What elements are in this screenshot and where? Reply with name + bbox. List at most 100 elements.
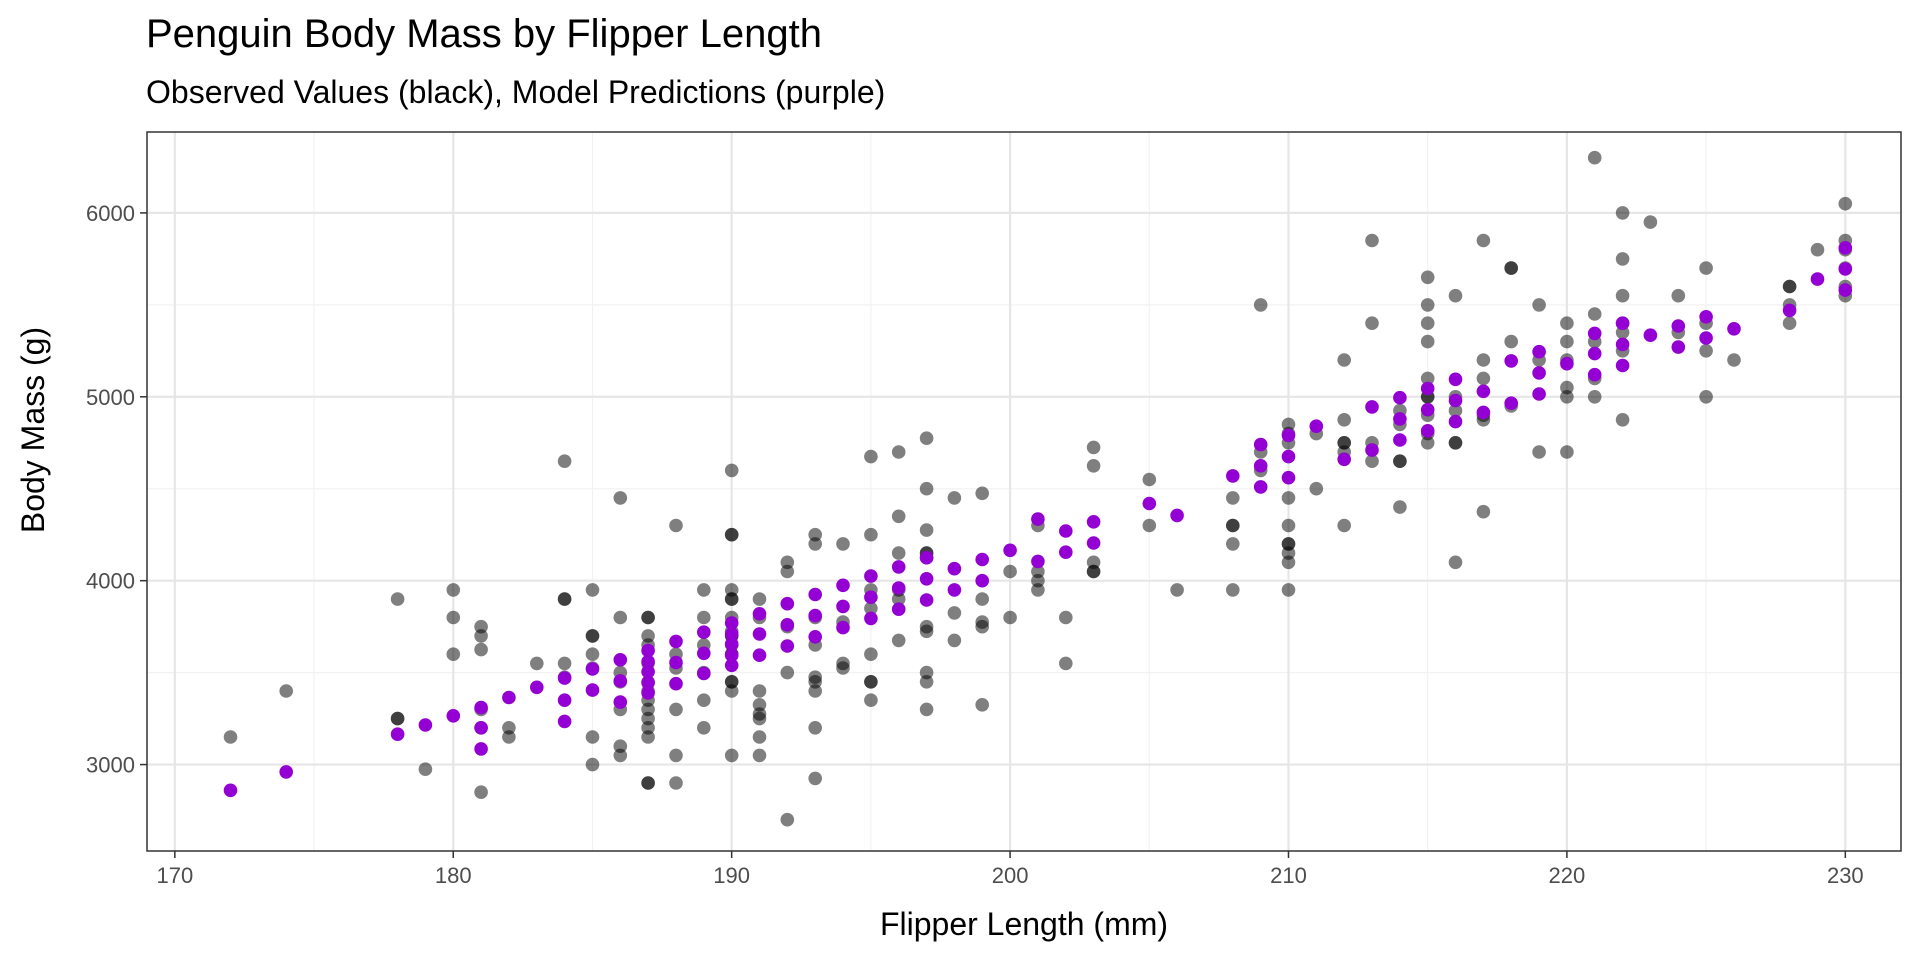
predicted-point xyxy=(1393,412,1407,426)
observed-point xyxy=(1003,564,1017,579)
predicted-point xyxy=(1532,366,1546,380)
predicted-point xyxy=(1393,390,1407,405)
observed-point xyxy=(1420,316,1435,331)
x-tick-label: 170 xyxy=(156,863,193,888)
observed-point xyxy=(1699,344,1713,358)
predicted-point xyxy=(808,587,822,602)
predicted-point xyxy=(1420,381,1435,396)
observed-point xyxy=(669,748,683,763)
observed-point xyxy=(1560,445,1574,459)
predicted-point xyxy=(864,611,878,626)
predicted-point xyxy=(724,627,739,641)
observed-point xyxy=(1810,242,1825,257)
observed-point xyxy=(1365,316,1379,331)
observed-point xyxy=(1782,316,1797,331)
observed-point xyxy=(1226,537,1240,551)
observed-point xyxy=(1309,481,1324,496)
predicted-point xyxy=(1253,480,1268,494)
predicted-point xyxy=(557,693,572,707)
predicted-point xyxy=(697,666,711,681)
y-tick-label: 3000 xyxy=(86,753,135,778)
predicted-point xyxy=(446,709,461,723)
predicted-point xyxy=(697,646,711,661)
observed-point xyxy=(1170,583,1184,597)
predicted-point xyxy=(752,648,767,662)
observed-point xyxy=(1281,491,1296,505)
observed-point xyxy=(780,564,795,579)
predicted-point xyxy=(752,627,767,641)
observed-point xyxy=(557,656,572,671)
predicted-point xyxy=(1587,326,1602,341)
observed-point xyxy=(724,463,739,478)
observed-point xyxy=(808,684,822,698)
observed-point xyxy=(1226,491,1240,505)
predicted-point xyxy=(641,654,655,669)
observed-point xyxy=(557,592,572,606)
observed-point xyxy=(1587,390,1602,404)
observed-point xyxy=(1727,353,1741,367)
observed-point xyxy=(585,647,600,661)
observed-point xyxy=(891,633,906,648)
predicted-point xyxy=(669,634,683,649)
predicted-point xyxy=(641,643,655,658)
observed-point xyxy=(864,601,878,616)
observed-point xyxy=(975,698,989,712)
grid xyxy=(147,132,1901,851)
predicted-point xyxy=(1086,536,1101,550)
x-tick-label: 190 xyxy=(713,863,750,888)
predicted-point xyxy=(1281,428,1296,443)
predicted-point xyxy=(502,690,516,705)
predicted-point xyxy=(808,630,822,644)
predicted-point xyxy=(669,676,683,691)
observed-point xyxy=(836,537,850,551)
data-points xyxy=(223,150,1853,827)
predicted-point xyxy=(223,783,238,798)
observed-point xyxy=(752,730,767,744)
observed-point xyxy=(613,610,628,625)
predicted-point xyxy=(975,552,989,567)
predicted-point xyxy=(1031,554,1045,569)
observed-point xyxy=(1448,436,1463,450)
x-tick-label: 230 xyxy=(1827,863,1864,888)
x-tick-label: 220 xyxy=(1549,863,1586,888)
predicted-point xyxy=(780,618,795,632)
observed-point xyxy=(557,454,572,469)
observed-point xyxy=(836,661,850,675)
chart-subtitle: Observed Values (black), Model Predictio… xyxy=(146,74,886,110)
observed-point xyxy=(975,486,989,501)
predicted-point xyxy=(613,695,628,709)
observed-point xyxy=(1560,390,1574,404)
predicted-point xyxy=(1337,452,1351,467)
observed-point xyxy=(1615,252,1630,266)
predicted-point xyxy=(1615,316,1630,331)
observed-point xyxy=(1532,445,1546,459)
observed-point xyxy=(1393,500,1407,514)
predicted-point xyxy=(780,596,795,611)
observed-point xyxy=(724,592,739,606)
panel-border xyxy=(146,131,1902,852)
observed-point xyxy=(975,619,989,634)
predicted-point xyxy=(1615,337,1630,352)
predicted-point xyxy=(1838,262,1853,276)
predicted-point xyxy=(1059,524,1073,538)
chart-title: Penguin Body Mass by Flipper Length xyxy=(146,12,822,56)
observed-point xyxy=(1504,334,1518,349)
predicted-point xyxy=(279,765,294,779)
observed-point xyxy=(752,592,767,606)
observed-point xyxy=(1226,583,1240,597)
predicted-point xyxy=(1448,414,1463,429)
observed-point xyxy=(1615,206,1630,220)
observed-point xyxy=(919,624,934,639)
observed-point xyxy=(1532,298,1546,312)
observed-point xyxy=(1699,261,1713,275)
observed-point xyxy=(864,527,878,542)
predicted-point xyxy=(724,616,739,630)
predicted-point xyxy=(1226,469,1240,483)
predicted-point xyxy=(641,686,655,700)
observed-point xyxy=(724,527,739,542)
observed-point xyxy=(1560,334,1574,349)
predicted-point xyxy=(390,727,405,741)
observed-point xyxy=(919,431,934,446)
predicted-point xyxy=(1253,437,1268,452)
predicted-point xyxy=(1448,393,1463,408)
